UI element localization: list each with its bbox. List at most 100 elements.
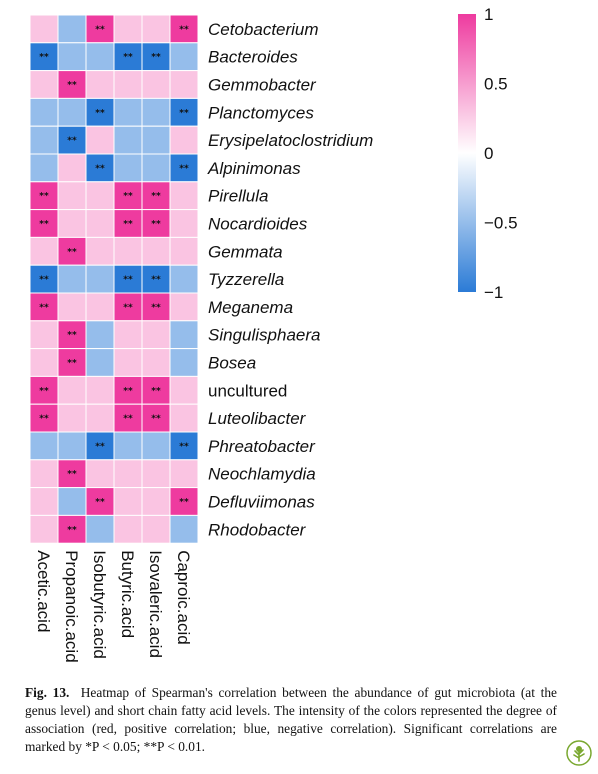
significance-mark: **	[95, 25, 105, 35]
significance-mark: **	[39, 275, 49, 285]
row-label: Nocardioides	[208, 215, 308, 234]
significance-mark: **	[151, 53, 161, 63]
heatmap-cell	[57, 153, 87, 183]
row-label: Gemmobacter	[208, 76, 317, 95]
column-label: Propanoic.acid	[62, 550, 81, 662]
row-label: Luteolibacter	[208, 409, 307, 428]
heatmap-cell	[29, 14, 59, 44]
heatmap-cell	[169, 459, 199, 489]
heatmap-cell	[169, 70, 199, 99]
heatmap-cell	[113, 403, 143, 433]
caption-label: Fig. 13.	[25, 685, 70, 700]
significance-mark: **	[67, 136, 77, 146]
significance-mark: **	[123, 303, 133, 313]
significance-mark: **	[39, 220, 49, 230]
heatmap-cell	[169, 42, 199, 72]
heatmap-cell	[29, 181, 59, 211]
significance-mark: **	[67, 525, 77, 535]
column-label: Acetic.acid	[34, 550, 53, 632]
heatmap-cell	[85, 236, 115, 266]
heatmap-cell	[113, 431, 143, 461]
heatmap-cell	[29, 348, 59, 377]
heatmap-cell	[29, 459, 59, 489]
heatmap-cell	[57, 431, 87, 461]
significance-mark: **	[67, 247, 77, 257]
caption-text: Heatmap of Spearman's correlation betwee…	[25, 685, 557, 754]
row-label: Erysipelatoclostridium	[208, 131, 373, 150]
row-label: uncultured	[208, 381, 287, 400]
row-label: Tyzzerella	[208, 270, 284, 289]
heatmap-cell	[169, 514, 199, 544]
heatmap-cell	[113, 292, 143, 322]
significance-mark: **	[179, 164, 189, 174]
heatmap-cell	[113, 14, 143, 44]
heatmap-cell	[85, 375, 115, 405]
significance-mark: **	[123, 414, 133, 424]
heatmap-chart: ** ** ** ** ** ** ** ** ** ** ** ** ** ** ** ** ** ** ** **…	[29, 5, 518, 663]
heatmap-cell	[113, 236, 143, 266]
heatmap-cell	[29, 431, 59, 461]
heatmap-cell	[141, 514, 171, 544]
heatmap-cell	[141, 264, 171, 294]
colorbar-tick-label: 1	[484, 5, 493, 24]
heatmap-cell	[85, 264, 115, 294]
heatmap-cell	[141, 153, 171, 183]
heatmap-cell	[57, 292, 87, 322]
heatmap-cell	[141, 97, 171, 127]
heatmap-cell	[141, 209, 171, 238]
heatmap-cell	[57, 487, 87, 516]
heatmap-cell	[169, 181, 199, 211]
row-label: Rhodobacter	[208, 520, 307, 539]
heatmap-cell	[29, 514, 59, 544]
significance-mark: **	[67, 359, 77, 369]
heatmap-cell	[169, 125, 199, 155]
significance-mark: **	[123, 386, 133, 396]
heatmap-cell	[29, 125, 59, 155]
heatmap-cell	[57, 209, 87, 238]
heatmap-cell	[169, 236, 199, 266]
colorbar-tick-label: 0	[484, 144, 493, 163]
heatmap-cell	[57, 14, 87, 44]
heatmap-cell	[141, 459, 171, 489]
heatmap-cell	[29, 70, 59, 99]
heatmap-cell	[85, 181, 115, 211]
significance-mark: **	[123, 275, 133, 285]
significance-mark: **	[95, 164, 105, 174]
heatmap-cell	[57, 375, 87, 405]
heatmap-cell	[141, 70, 171, 99]
heatmap-cell	[57, 97, 87, 127]
significance-mark: **	[39, 53, 49, 63]
colorbar: 1 0.5 0 −0.5 −1	[458, 5, 518, 302]
figure-caption: Fig. 13. Heatmap of Spearman's correlati…	[25, 684, 557, 756]
heatmap-cell	[85, 125, 115, 155]
heatmap-cell	[85, 42, 115, 72]
heatmap-cell	[29, 264, 59, 294]
heatmap-cell	[85, 70, 115, 99]
heatmap-cell	[141, 125, 171, 155]
heatmap-cell	[141, 320, 171, 350]
significance-mark: **	[123, 53, 133, 63]
significance-mark: **	[67, 81, 77, 91]
heatmap-cell	[169, 348, 199, 377]
heatmap-cell	[169, 209, 199, 238]
heatmap-cell	[85, 153, 115, 183]
heatmap-cell	[169, 375, 199, 405]
significance-mark: **	[39, 414, 49, 424]
heatmap-cells: ** ** ** ** ** ** ** ** ** ** ** ** ** ** ** ** ** ** ** **…	[29, 14, 199, 544]
significance-mark: **	[95, 108, 105, 118]
column-labels: Acetic.acid Propanoic.acid Isobutyric.acid…	[34, 550, 193, 662]
colorbar-tick-label: −1	[484, 283, 503, 302]
significance-mark: **	[179, 108, 189, 118]
elsevier-tree-icon	[566, 740, 592, 766]
significance-mark: **	[151, 303, 161, 313]
heatmap-cell	[85, 514, 115, 544]
row-label: Defluviimonas	[208, 493, 315, 512]
significance-mark: **	[151, 414, 161, 424]
heatmap-cell	[169, 97, 199, 127]
significance-mark: **	[67, 470, 77, 480]
heatmap-cell	[169, 264, 199, 294]
significance-mark: **	[123, 220, 133, 230]
row-label: Bacteroides	[208, 48, 298, 67]
heatmap-cell	[141, 348, 171, 377]
column-label: Isovaleric.acid	[146, 550, 165, 658]
